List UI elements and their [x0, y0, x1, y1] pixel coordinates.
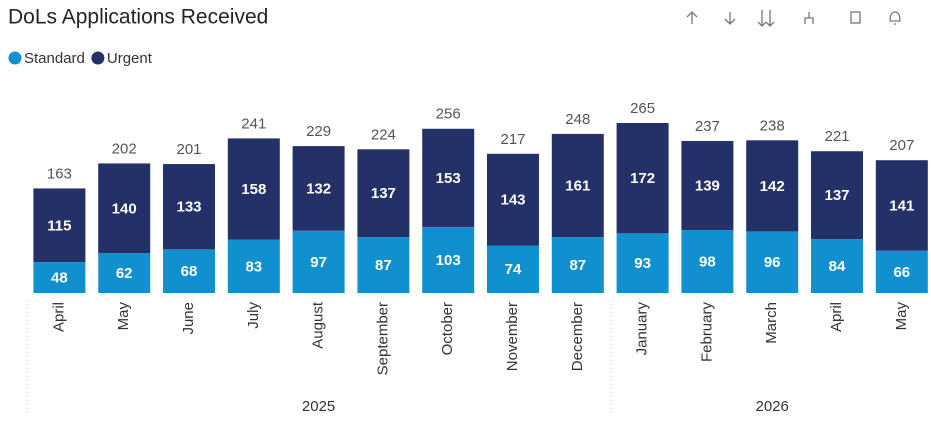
icon-down[interactable] [724, 12, 736, 25]
data-label: 68 [181, 263, 198, 280]
data-label: 83 [245, 258, 262, 275]
bar-segment [98, 163, 151, 254]
total-label: 221 [824, 128, 849, 145]
bar-segment [746, 140, 799, 232]
bar-segment [811, 239, 863, 293]
bar-segment [163, 164, 215, 250]
bar-segment [33, 188, 86, 263]
data-label: 140 [112, 200, 137, 217]
data-label: 74 [505, 261, 522, 278]
x-tick-label: October [439, 302, 456, 355]
x-tick-label: June [180, 302, 197, 335]
data-label: 84 [829, 258, 846, 275]
data-label: 98 [699, 254, 716, 271]
bar-segment [163, 249, 215, 293]
x-group-label: 2025 [302, 398, 335, 415]
x-tick-label: April [50, 302, 67, 332]
total-label: 256 [436, 106, 461, 123]
total-label: 238 [760, 117, 785, 134]
bar-segment [227, 138, 280, 240]
chart-title: DoLs Applications Received [8, 6, 268, 29]
data-label: 137 [371, 185, 396, 202]
x-tick-label: February [698, 302, 715, 363]
bar-segment [551, 237, 604, 293]
bar-segment [357, 149, 410, 238]
total-label: 237 [695, 118, 720, 135]
legend-marker [8, 51, 22, 65]
data-label: 132 [306, 180, 331, 197]
bar-segment [422, 128, 475, 227]
bar-segment [487, 245, 539, 293]
bar-segment [357, 237, 410, 293]
total-label: 207 [889, 137, 914, 154]
bar-segment [681, 230, 734, 293]
bar-segment [875, 250, 928, 293]
data-label: 48 [51, 270, 68, 287]
data-label: 97 [310, 254, 327, 271]
icon-expand[interactable] [804, 12, 814, 24]
total-label: 224 [371, 126, 396, 143]
total-label: 202 [112, 140, 137, 157]
data-label: 142 [760, 178, 785, 195]
data-label: 153 [436, 170, 461, 187]
data-label: 115 [47, 217, 71, 234]
bar-segment [616, 123, 669, 234]
total-label: 201 [176, 141, 201, 158]
x-tick-label: March [763, 302, 780, 344]
bar-segment [487, 153, 539, 246]
data-label: 143 [500, 192, 525, 209]
data-label: 137 [824, 187, 849, 204]
icon-copy[interactable] [850, 11, 861, 24]
total-label: 163 [47, 165, 72, 182]
data-label: 158 [241, 181, 266, 198]
bar-segment [875, 160, 928, 251]
bar-segment [292, 230, 345, 293]
data-label: 133 [176, 199, 201, 216]
icon-up[interactable] [686, 11, 698, 24]
bar-segment [681, 140, 734, 231]
data-label: 66 [893, 264, 910, 281]
x-tick-label: November [504, 302, 521, 371]
x-tick-label: August [310, 301, 327, 349]
icon-drill[interactable] [757, 10, 775, 27]
x-tick-label: April [828, 302, 845, 332]
total-label: 248 [565, 111, 590, 128]
data-label: 96 [764, 254, 781, 271]
x-tick-label: May [893, 302, 910, 331]
bar-segment [551, 133, 604, 238]
legend-label: Urgent [107, 50, 153, 67]
bar-segment [33, 262, 86, 293]
bar-segment [422, 226, 475, 293]
legend-marker [91, 51, 105, 65]
legend-label: Standard [24, 50, 85, 67]
bar-segment [227, 239, 280, 293]
total-label: 229 [306, 123, 331, 140]
bar-segment [292, 146, 345, 231]
x-group-label: 2026 [756, 398, 789, 415]
x-tick-label: September [374, 302, 391, 375]
data-label: 139 [695, 178, 720, 195]
icon-bell[interactable] [889, 11, 901, 25]
x-tick-label: December [569, 302, 586, 371]
x-tick-label: January [634, 302, 651, 356]
data-label: 103 [436, 252, 461, 269]
x-tick-label: July [245, 302, 262, 329]
data-label: 62 [116, 265, 133, 282]
x-tick-label: May [115, 302, 132, 331]
data-label: 172 [630, 170, 655, 187]
toolbar[interactable] [686, 10, 901, 27]
total-label: 217 [500, 131, 525, 148]
bar-segment [98, 253, 151, 293]
data-label: 93 [634, 255, 651, 272]
bar-segment [746, 231, 799, 293]
total-label: 265 [630, 100, 655, 117]
data-label: 141 [889, 197, 914, 214]
total-label: 241 [241, 115, 266, 132]
data-label: 87 [375, 257, 392, 274]
bar-segment [616, 233, 669, 293]
bar-segment [811, 151, 863, 240]
data-label: 87 [569, 257, 586, 274]
data-label: 161 [565, 178, 590, 195]
